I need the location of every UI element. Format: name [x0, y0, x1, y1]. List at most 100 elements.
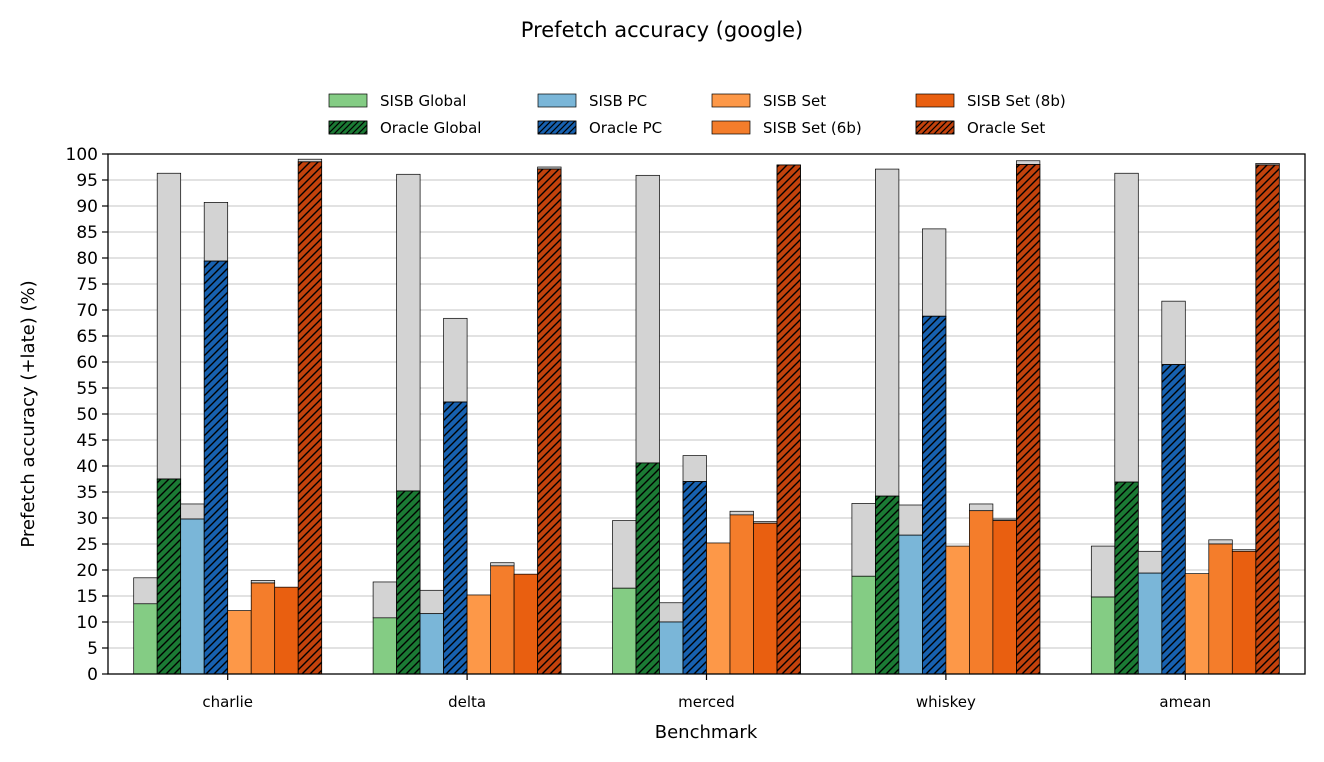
y-tick-label: 25 [76, 535, 98, 555]
bar-sisb-set-whiskey [945, 545, 970, 675]
bar-sisb-pc-amean [1137, 572, 1163, 675]
y-axis: 0 5 10 15 20 25 30 35 40 45 50 55 60 65 70 75 80 85 90 95 10… [66, 145, 108, 685]
bar-sisb-set-charlie [227, 610, 252, 675]
y-tick-label: 20 [76, 561, 98, 581]
legend-swatch-hatch-oracle-global [328, 120, 368, 135]
bar-sisb-set-6b-charlie [250, 582, 276, 675]
bar-late-oracle-pc-whiskey [922, 228, 947, 317]
legend-swatch-sisb-pc [537, 93, 577, 108]
bar-hatch-oracle-global-charlie [156, 478, 182, 675]
bar-late-sisb-pc-whiskey [898, 504, 923, 536]
legend-label-oracle-set: Oracle Set [967, 119, 1045, 137]
bar-sisb-set-amean [1184, 573, 1210, 675]
bar-hatch-oracle-pc-charlie [203, 260, 229, 675]
bar-sisb-global-whiskey [851, 575, 876, 675]
bar-sisb-set-8b-merced [753, 522, 778, 675]
bar-sisb-set-8b-charlie [274, 586, 299, 675]
bar-sisb-pc-merced [659, 621, 684, 675]
bar-late-sisb-set-6b-charlie [250, 580, 276, 584]
bar-hatch-oracle-set-merced [776, 164, 801, 675]
y-tick-label: 5 [87, 639, 98, 659]
y-tick-label: 65 [76, 327, 98, 347]
y-tick-label: 15 [76, 587, 98, 607]
bar-late-oracle-pc-amean [1161, 300, 1186, 365]
bar-sisb-global-delta [372, 617, 397, 675]
bar-sisb-pc-charlie [180, 518, 205, 675]
bar-sisb-set-delta [466, 594, 491, 675]
bar-late-oracle-global-whiskey [875, 168, 900, 497]
bar-hatch-oracle-set-delta [537, 168, 562, 675]
bar-late-sisb-set-6b-merced [729, 510, 754, 516]
bar-sisb-pc-delta [419, 613, 444, 675]
bar-sisb-set-6b-whiskey [969, 510, 994, 675]
chart-title: Prefetch accuracy (google) [521, 18, 803, 42]
bar-late-oracle-global-merced [635, 174, 660, 464]
legend-swatch-sisb-set-6b [711, 120, 751, 135]
legend-swatch-sisb-set-8b [915, 93, 955, 108]
legend-label-sisb-global: SISB Global [380, 92, 466, 110]
bar-late-oracle-pc-delta [443, 317, 468, 403]
bar-sisb-set-6b-delta [490, 565, 515, 675]
legend-swatch-sisb-set [711, 93, 751, 108]
y-tick-label: 55 [76, 379, 98, 399]
bar-late-oracle-global-charlie [156, 172, 182, 480]
bar-late-sisb-global-charlie [133, 577, 158, 605]
y-tick-label: 50 [76, 405, 98, 425]
bar-late-sisb-set-6b-delta [490, 562, 515, 567]
y-tick-label: 30 [76, 509, 98, 529]
y-axis-label: Prefetch accuracy (+late) (%) [18, 280, 39, 547]
bar-late-sisb-set-6b-whiskey [969, 503, 994, 512]
bar-late-oracle-global-amean [1114, 172, 1139, 483]
bar-sisb-set-6b-amean [1208, 543, 1233, 675]
x-tick-label: delta [448, 693, 486, 711]
y-tick-label: 70 [76, 301, 98, 321]
bar-hatch-oracle-set-amean [1255, 164, 1280, 675]
bar-hatch-oracle-pc-amean [1161, 364, 1186, 675]
x-tick-label: whiskey [916, 693, 976, 711]
legend-label-oracle-pc: Oracle PC [589, 119, 662, 137]
y-tick-label: 80 [76, 249, 98, 269]
bar-late-sisb-pc-delta [419, 589, 444, 615]
x-tick-label: charlie [202, 693, 253, 711]
bar-hatch-oracle-pc-whiskey [922, 315, 947, 675]
bar-hatch-oracle-pc-merced [682, 481, 707, 675]
y-tick-label: 0 [87, 665, 98, 685]
bar-late-oracle-global-delta [396, 173, 421, 492]
bar-hatch-oracle-global-merced [635, 462, 660, 675]
legend-swatch-hatch-oracle-pc [537, 120, 577, 135]
bar-late-sisb-global-merced [612, 520, 637, 589]
bar-late-sisb-global-whiskey [851, 503, 876, 577]
bar-late-oracle-pc-charlie [203, 202, 229, 262]
bar-sisb-set-6b-merced [729, 514, 754, 675]
bar-sisb-global-amean [1090, 596, 1116, 675]
bar-sisb-global-merced [612, 587, 637, 675]
bar-sisb-set-8b-delta [513, 573, 538, 675]
legend-label-sisb-set-6b: SISB Set (6b) [763, 119, 862, 137]
bar-late-sisb-set-6b-amean [1208, 539, 1233, 545]
x-tick-label: merced [678, 693, 735, 711]
bar-hatch-oracle-global-amean [1114, 481, 1139, 675]
bar-hatch-oracle-global-delta [396, 490, 421, 675]
y-tick-label: 85 [76, 223, 98, 243]
y-tick-label: 100 [66, 145, 98, 165]
y-tick-label: 45 [76, 431, 98, 451]
bar-sisb-set-8b-amean [1231, 550, 1257, 675]
bar-late-sisb-pc-charlie [180, 503, 205, 520]
bar-sisb-pc-whiskey [898, 534, 923, 675]
y-tick-label: 60 [76, 353, 98, 373]
y-tick-label: 35 [76, 483, 98, 503]
y-tick-label: 10 [76, 613, 98, 633]
bar-hatch-oracle-pc-delta [443, 401, 468, 675]
y-tick-label: 95 [76, 171, 98, 191]
legend-swatch-sisb-global [328, 93, 368, 108]
bar-hatch-oracle-set-whiskey [1016, 164, 1041, 675]
bar-late-oracle-set-whiskey [1016, 160, 1041, 165]
legend: SISB Global Oracle Global SISB PC Oracle PC… [328, 92, 1066, 137]
y-tick-label: 40 [76, 457, 98, 477]
legend-label-sisb-set-8b: SISB Set (8b) [967, 92, 1066, 110]
y-tick-label: 75 [76, 275, 98, 295]
legend-label-sisb-set: SISB Set [763, 92, 826, 110]
bar-hatch-oracle-global-whiskey [875, 495, 900, 675]
bar-late-sisb-global-delta [372, 581, 397, 619]
